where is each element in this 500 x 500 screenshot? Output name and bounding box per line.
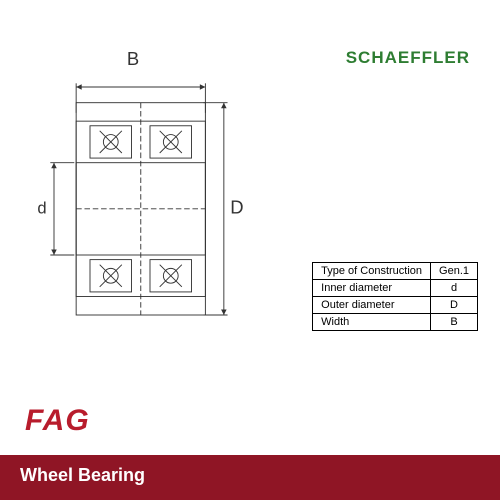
spec-row: Outer diameterD: [313, 297, 478, 314]
spec-value: Gen.1: [431, 263, 478, 280]
spec-table: Type of ConstructionGen.1Inner diameterd…: [312, 262, 478, 331]
spec-label: Inner diameter: [313, 280, 431, 297]
spec-value: d: [431, 280, 478, 297]
bearing-diagram: Bd D: [30, 50, 270, 340]
spec-value: D: [431, 297, 478, 314]
bearing-svg: Bd D: [30, 50, 270, 340]
dim-label-d: d: [37, 198, 46, 217]
spec-label: Type of Construction: [313, 263, 431, 280]
dim-label-D: D: [230, 196, 243, 217]
spec-row: Type of ConstructionGen.1: [313, 263, 478, 280]
dim-label-B: B: [127, 50, 139, 69]
spec-value: B: [431, 314, 478, 331]
spec-row: Inner diameterd: [313, 280, 478, 297]
footer-bar: Wheel Bearing: [0, 455, 500, 500]
fag-logo: FAG: [25, 404, 90, 438]
spec-label: Width: [313, 314, 431, 331]
spec-row: WidthB: [313, 314, 478, 331]
page-canvas: SCHAEFFLER BdD Type of ConstructionGen.1…: [0, 0, 500, 500]
schaeffler-logo: SCHAEFFLER: [346, 48, 470, 68]
spec-label: Outer diameter: [313, 297, 431, 314]
